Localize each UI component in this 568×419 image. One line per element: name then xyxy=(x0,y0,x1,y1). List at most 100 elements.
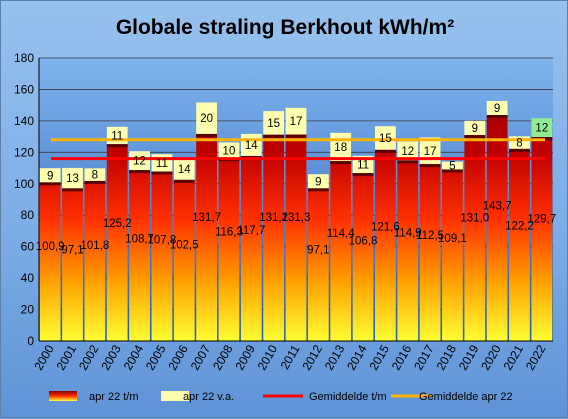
bar-2013 xyxy=(330,161,352,341)
extra-label-2020: 9 xyxy=(494,103,500,115)
extra-label-2004: 12 xyxy=(133,156,146,168)
bar-extra-2006 xyxy=(173,157,195,180)
x-tick-label-2010: 2010 xyxy=(255,342,281,372)
y-tick-label: 80 xyxy=(21,208,35,222)
bar-2019 xyxy=(464,135,486,341)
bar-2015 xyxy=(374,149,396,341)
bar-series xyxy=(39,100,553,342)
bar-2016 xyxy=(397,160,419,341)
bar-cap-2002 xyxy=(84,180,106,184)
y-tick-label: 60 xyxy=(21,240,35,254)
bar-cap-2014 xyxy=(352,173,374,177)
value-label-2015: 121,6 xyxy=(371,221,400,233)
x-tick-label-2018: 2018 xyxy=(434,342,460,372)
bar-extra-2007 xyxy=(196,102,218,134)
legend-item-apr22-va-swatch xyxy=(161,391,189,401)
legend-item-apr22-tm-label: apr 22 t/m xyxy=(89,391,139,403)
bar-2014 xyxy=(352,173,374,341)
extra-label-2000: 9 xyxy=(47,170,53,182)
value-label-2012: 97,1 xyxy=(307,244,329,256)
bar-extra-2002 xyxy=(84,168,106,181)
value-label-2018: 109,1 xyxy=(438,233,467,245)
x-tick-label-2011: 2011 xyxy=(278,342,303,372)
x-tick-label-2002: 2002 xyxy=(76,342,102,372)
extra-label-2021: 8 xyxy=(516,138,522,150)
bar-cap-2003 xyxy=(106,144,128,148)
bar-extra-2012 xyxy=(307,174,329,189)
y-tick-label: 120 xyxy=(14,145,34,159)
value-label-2021: 122,2 xyxy=(505,221,534,233)
value-label-2002: 101,8 xyxy=(80,240,109,252)
bar-cap-2020 xyxy=(486,115,508,119)
bar-2018 xyxy=(442,169,463,341)
x-tick-label-2021: 2021 xyxy=(501,342,527,372)
bar-cap-2019 xyxy=(464,135,486,139)
bar-2002 xyxy=(84,180,106,341)
value-label-2000: 100,9 xyxy=(36,241,65,253)
bar-2012 xyxy=(307,188,329,341)
y-tick-label: 160 xyxy=(14,82,34,96)
extra-label-2010: 15 xyxy=(267,118,280,130)
legend-item-apr22-tm-swatch xyxy=(49,391,77,401)
bar-2020 xyxy=(486,115,508,342)
extra-label-2007: 20 xyxy=(200,113,213,125)
bar-cap-2001 xyxy=(62,188,83,192)
bar-cap-2006 xyxy=(173,179,195,183)
bar-extra-2019 xyxy=(464,120,486,136)
extra-label-2013: 18 xyxy=(334,142,347,154)
bar-cap-2011 xyxy=(285,134,307,138)
value-label-2020: 143,7 xyxy=(483,200,512,212)
value-label-2003: 125,2 xyxy=(103,218,132,230)
bar-extra-2011 xyxy=(285,107,307,135)
extra-label-2016: 12 xyxy=(401,146,414,158)
extra-label-2022: 12 xyxy=(535,123,548,135)
legend-item-avg-apr22-label: Gemiddelde apr 22 xyxy=(419,391,513,403)
x-tick-label-2017: 2017 xyxy=(411,342,437,372)
bar-cap-2021 xyxy=(509,148,530,152)
x-tick-label-2009: 2009 xyxy=(232,342,258,372)
bar-2017 xyxy=(419,164,441,341)
y-tick-label: 40 xyxy=(21,271,35,285)
bar-2008 xyxy=(218,158,240,341)
value-label-2019: 131,0 xyxy=(460,212,489,224)
bar-cap-2004 xyxy=(129,170,150,174)
value-label-2004: 108,7 xyxy=(125,233,154,245)
bar-extra-2008 xyxy=(218,142,240,159)
bar-cap-2018 xyxy=(442,169,463,173)
x-tick-label-2008: 2008 xyxy=(210,342,236,372)
bar-cap-2012 xyxy=(307,188,329,192)
bar-extra-2015 xyxy=(374,126,396,150)
extra-label-2014: 11 xyxy=(357,159,369,171)
bar-2006 xyxy=(173,179,195,341)
bar-2004 xyxy=(129,170,150,341)
extra-label-2002: 8 xyxy=(92,170,98,182)
bar-2009 xyxy=(240,155,262,341)
bar-cap-2000 xyxy=(39,182,61,186)
value-label-2011: 131,3 xyxy=(282,212,311,224)
chart-title: Globale straling Berkhout kWh/m² xyxy=(116,16,454,39)
value-labels: 9100,91397,18101,811125,212108,711107,81… xyxy=(36,103,556,256)
value-label-2013: 114,4 xyxy=(327,228,356,240)
bar-2003 xyxy=(106,144,128,341)
x-tick-label-2004: 2004 xyxy=(121,342,147,372)
value-label-2010: 131,2 xyxy=(259,212,288,224)
value-label-2017: 112,5 xyxy=(416,230,444,242)
extra-label-2005: 11 xyxy=(156,158,168,170)
extra-label-2009: 14 xyxy=(245,140,258,152)
x-tick-label-2014: 2014 xyxy=(344,342,370,372)
x-tick-label-2006: 2006 xyxy=(165,342,191,372)
x-tick-label-2000: 2000 xyxy=(31,342,57,372)
bar-extra-2016 xyxy=(397,141,419,161)
x-tick-label-2015: 2015 xyxy=(367,342,393,372)
extra-label-2017: 17 xyxy=(424,146,437,158)
value-label-2022: 129,7 xyxy=(527,214,556,226)
x-tick-label-2005: 2005 xyxy=(143,342,169,372)
bar-2005 xyxy=(151,171,173,341)
extra-label-2018: 5 xyxy=(449,161,455,173)
bar-cap-2016 xyxy=(397,160,419,164)
value-label-2007: 131,7 xyxy=(192,212,221,224)
value-label-2009: 117,7 xyxy=(237,225,265,237)
bar-extra-2022 xyxy=(531,118,553,138)
